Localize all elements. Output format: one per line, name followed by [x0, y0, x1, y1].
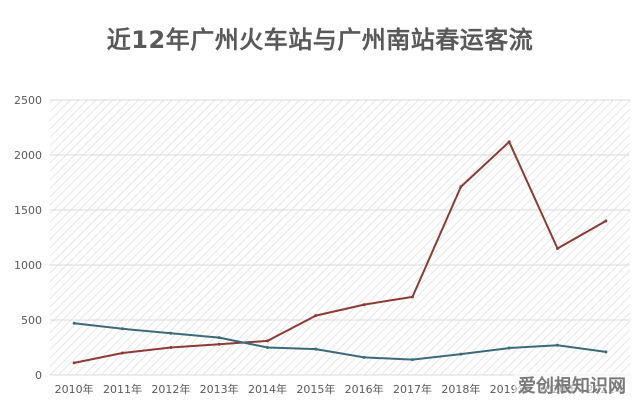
data-point: [411, 295, 414, 299]
y-tick-label: 1500: [14, 204, 42, 217]
data-point: [411, 358, 414, 362]
data-point: [121, 327, 124, 331]
data-point: [72, 361, 76, 365]
data-point: [169, 346, 173, 349]
data-point: [459, 352, 463, 356]
data-point: [314, 314, 318, 318]
data-point: [507, 346, 511, 350]
data-point: [217, 342, 221, 346]
data-point: [604, 350, 608, 354]
y-tick-label: 2500: [14, 94, 42, 107]
series-line-1: [73, 140, 607, 364]
x-tick-label: 2015年: [296, 382, 335, 396]
x-tick-label: 2012年: [151, 382, 190, 396]
data-point: [604, 219, 608, 223]
chart-title: 近12年广州火车站与广州南站春运客流: [106, 26, 534, 54]
y-tick-label: 2000: [14, 149, 42, 162]
data-point: [507, 140, 511, 144]
data-point: [217, 336, 221, 340]
y-tick-label: 0: [35, 369, 42, 382]
data-point: [362, 303, 366, 307]
x-tick-label: 2010年: [55, 382, 94, 396]
y-tick-label: 1000: [14, 259, 42, 272]
data-point: [121, 351, 124, 355]
series-lines: [72, 140, 608, 365]
data-point: [459, 185, 463, 189]
data-point: [266, 339, 269, 343]
gridlines: [50, 99, 630, 376]
x-tick-label: 2014年: [248, 382, 287, 396]
x-tick-label: 2011年: [103, 382, 142, 396]
plot-area: [50, 100, 630, 375]
data-point: [266, 346, 269, 349]
x-tick-label: 2013年: [200, 382, 239, 396]
data-point: [72, 321, 76, 325]
watermark-text: 爱创根知识网: [514, 372, 630, 398]
data-point: [556, 247, 559, 250]
data-point: [362, 355, 366, 359]
y-tick-label: 500: [21, 314, 42, 327]
data-point: [556, 343, 559, 347]
data-point: [169, 331, 173, 335]
data-point: [314, 347, 318, 351]
x-tick-label: 2018年: [441, 382, 480, 396]
series-line-2: [74, 322, 606, 361]
y-axis-ticks: 0 500 1000 1500 2000 2500: [14, 94, 42, 382]
x-tick-label: 2017年: [393, 382, 432, 396]
x-tick-label: 2016年: [345, 382, 384, 396]
